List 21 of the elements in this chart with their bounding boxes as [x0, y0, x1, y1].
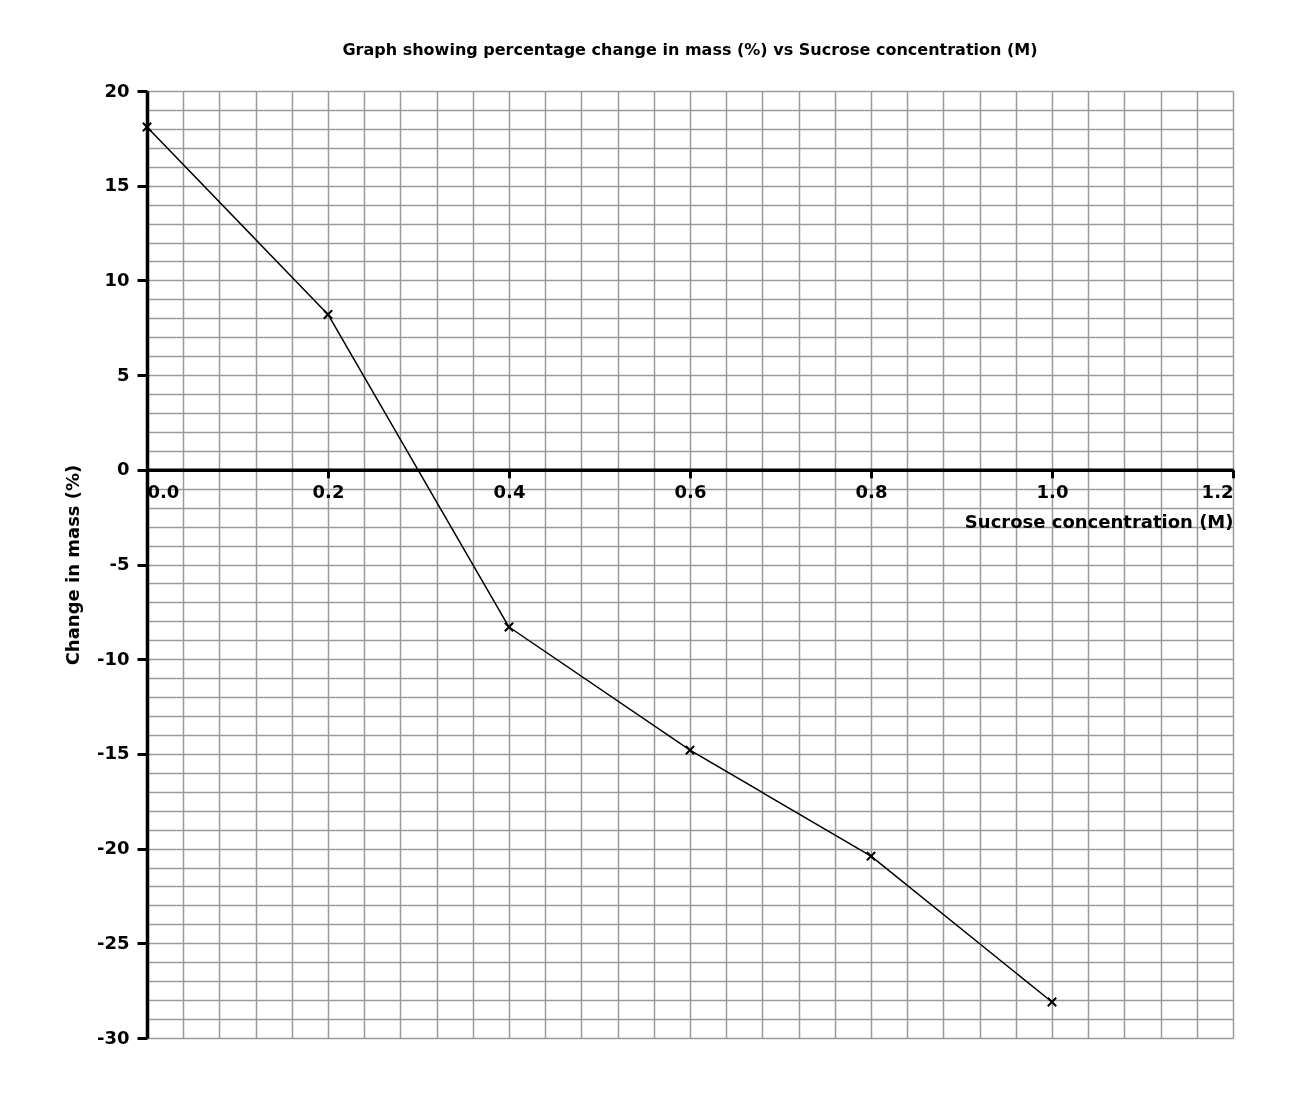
y-tick-label: 5	[116, 363, 130, 385]
x-axis-title: Sucrose concentration (M)	[964, 511, 1234, 533]
y-tick-label: -10	[96, 647, 130, 669]
x-tick-label: 0.8	[855, 481, 888, 503]
y-axis-title: Change in mass (%)	[61, 464, 83, 666]
y-tick-label: 10	[104, 268, 130, 290]
y-tick-label: -20	[96, 837, 130, 859]
y-tick-label: -5	[109, 553, 130, 574]
y-tick-label: -15	[96, 742, 130, 764]
x-tick-label: 0.4	[493, 481, 526, 503]
y-tick-label: 0	[116, 458, 130, 480]
chart-title: Graph showing percentage change in mass (%) vs Sucrose concentration (M)	[342, 40, 1038, 59]
y-tick-label: -25	[96, 931, 130, 953]
y-tick-label: 15	[104, 174, 130, 196]
x-tick-label: 0.6	[674, 481, 707, 503]
x-tick-label: 0.2	[312, 481, 345, 503]
y-tick-label: 20	[104, 79, 130, 101]
x-tick-label: 0.0	[147, 481, 180, 503]
y-tick-label: -30	[96, 1026, 130, 1048]
x-tick-label: 1.0	[1036, 481, 1069, 503]
x-tick-label: 1.2	[1201, 481, 1234, 503]
